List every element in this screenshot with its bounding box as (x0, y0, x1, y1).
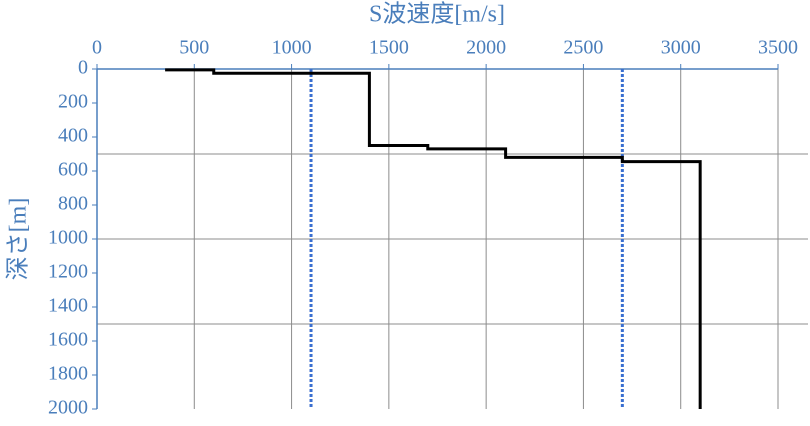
y-tick-label: 1800 (48, 363, 88, 385)
y-tick-label: 400 (58, 125, 88, 147)
x-tick-label: 3500 (758, 37, 798, 59)
y-tick-label: 800 (58, 193, 88, 215)
data-line (165, 68, 702, 409)
y-tick-label: 0 (78, 57, 88, 79)
x-tick-label: 500 (179, 37, 209, 59)
y-tick-label: 200 (58, 91, 88, 113)
y-tick-label: 1400 (48, 295, 88, 317)
x-tick-label: 3000 (661, 37, 701, 59)
x-axis-label: S波速度[m/s] (369, 1, 505, 28)
y-tick-label: 600 (58, 159, 88, 181)
x-tick-label: 0 (92, 37, 102, 59)
y-tick-label: 2000 (48, 397, 88, 419)
x-tick-label: 2500 (563, 37, 603, 59)
y-tick-label: 1200 (48, 261, 88, 283)
y-axis-label: 深さ[m] (5, 198, 32, 281)
x-tick-label: 1000 (272, 37, 312, 59)
y-tick-label: 1600 (48, 329, 88, 351)
x-tick-label: 1500 (369, 37, 409, 59)
y-tick-label: 1000 (48, 227, 88, 249)
x-tick-label: 2000 (466, 37, 506, 59)
